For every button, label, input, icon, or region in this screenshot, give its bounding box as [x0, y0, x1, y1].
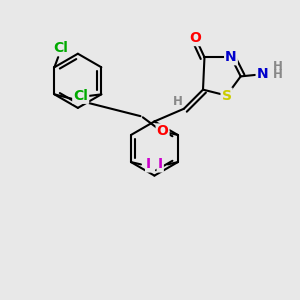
Text: H: H: [273, 60, 283, 73]
Text: O: O: [157, 124, 169, 138]
Text: S: S: [222, 88, 232, 103]
Text: I: I: [146, 158, 151, 171]
Text: Cl: Cl: [73, 89, 88, 103]
Text: H: H: [173, 95, 182, 108]
Text: H: H: [273, 68, 283, 81]
Text: Cl: Cl: [54, 41, 69, 55]
Text: N: N: [257, 67, 268, 81]
Text: O: O: [190, 31, 202, 45]
Text: N: N: [225, 50, 237, 64]
Text: I: I: [158, 158, 163, 171]
